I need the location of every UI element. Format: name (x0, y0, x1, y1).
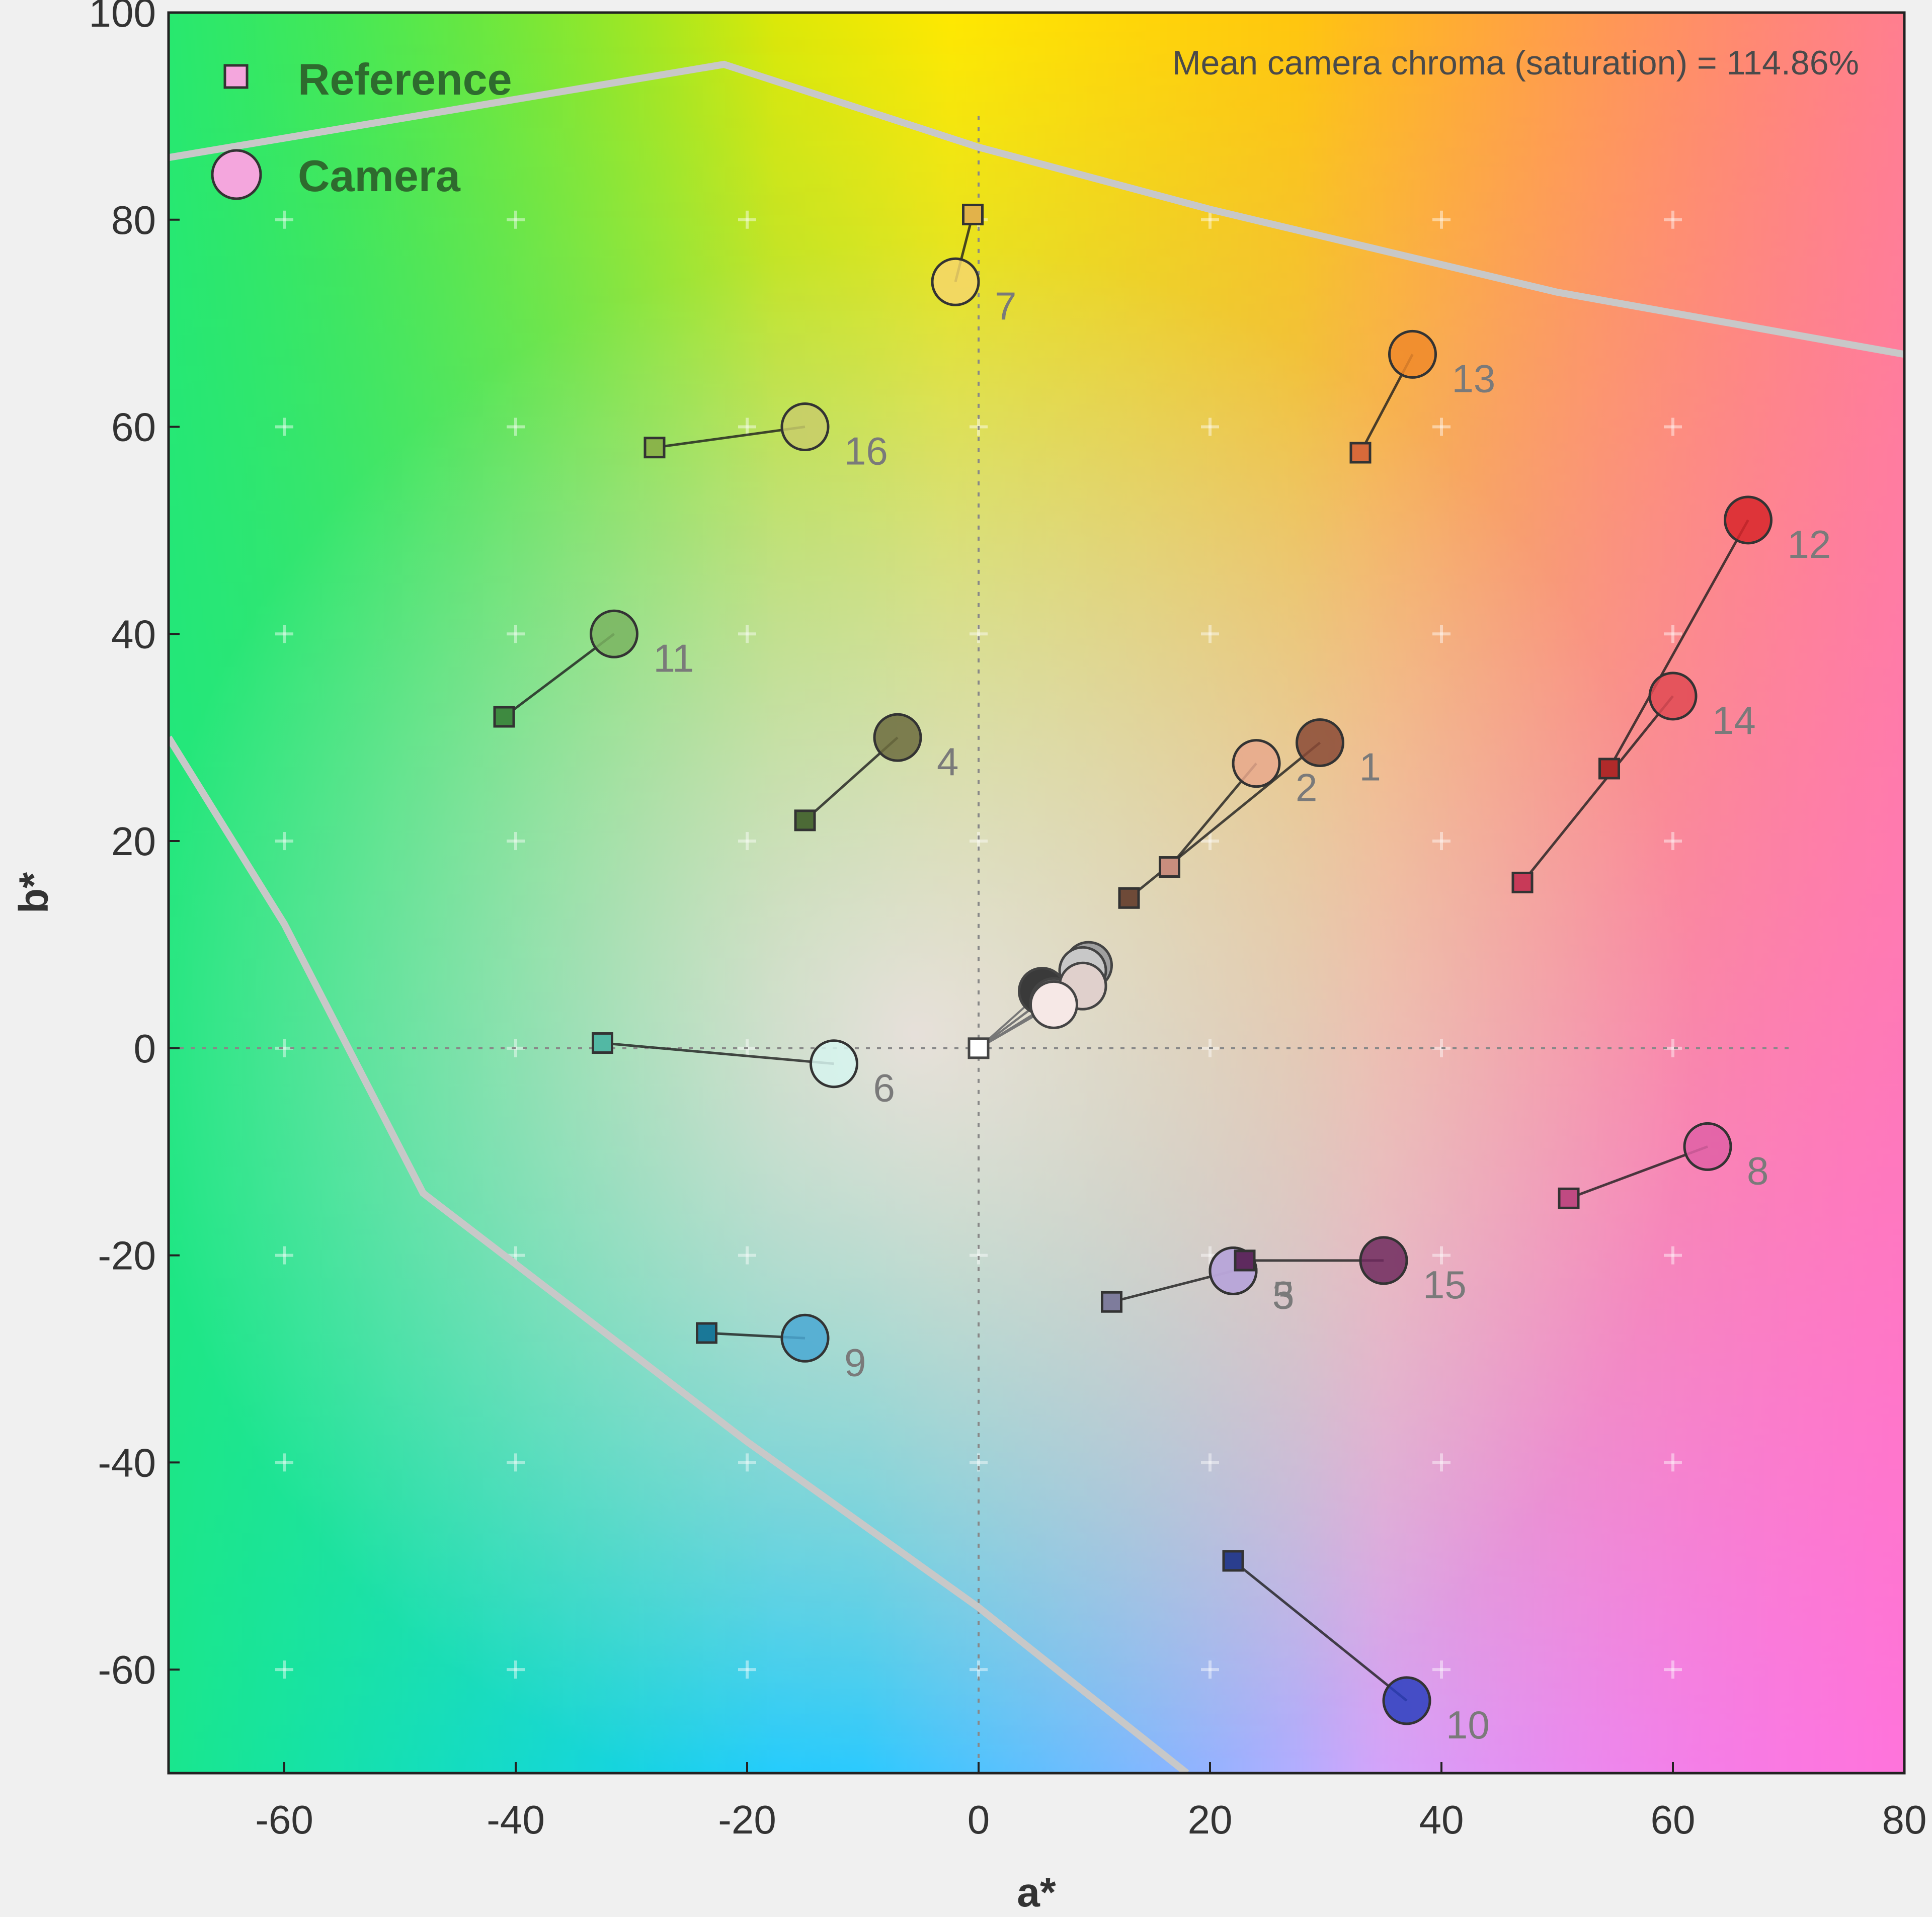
patch-10-reference-point (1222, 1550, 1244, 1572)
patch-6-reference-point (592, 1032, 613, 1054)
neutral-camera-point (1029, 980, 1078, 1029)
patch-1-camera-point (1296, 718, 1344, 767)
patch-3-reference-point (1101, 1291, 1122, 1313)
y-axis-label: b* (11, 872, 57, 913)
color-gradient-background (169, 13, 1904, 1773)
patch-9-camera-point (780, 1313, 830, 1363)
x-tick-label: 80 (1882, 1797, 1927, 1842)
y-axis-ticks: 100 80 60 40 20 0 -20 -40 -60 (89, 0, 180, 1692)
patch-11-reference-point (493, 706, 515, 728)
patch-9-label: 9 (844, 1340, 866, 1384)
x-tick-label: -40 (487, 1797, 545, 1842)
patch-13-reference-point (1349, 442, 1372, 464)
patch-8-camera-point (1683, 1122, 1732, 1171)
gamut-boundary (169, 60, 1904, 1773)
patch-2-camera-point (1232, 739, 1281, 788)
x-tick-label: 60 (1651, 1797, 1696, 1842)
patch-11-label: 11 (654, 636, 694, 680)
y-tick-label: 40 (111, 612, 156, 656)
patch-4-label: 4 (937, 739, 958, 784)
y-tick-label: 0 (134, 1026, 156, 1071)
patch-6-link (602, 1042, 834, 1065)
patch-4-reference-point (794, 809, 816, 831)
legend-reference-label: Reference (298, 54, 512, 104)
y-tick-label: -60 (98, 1647, 156, 1692)
y-tick-label: 60 (111, 405, 156, 450)
x-tick-label: -60 (255, 1797, 313, 1842)
legend: Reference Camera (211, 54, 512, 201)
patch-7-label: 7 (995, 284, 1016, 328)
patch-14-camera-point (1648, 672, 1698, 721)
patch-11-camera-point (590, 609, 638, 658)
x-tick-label: 20 (1188, 1797, 1233, 1842)
patch-12-reference-point (1598, 758, 1620, 780)
neutral-reference-point (968, 1037, 990, 1059)
patch-1-label: 1 (1359, 744, 1381, 789)
patch-16-label: 16 (844, 429, 888, 473)
patch-13-label: 13 (1452, 356, 1496, 400)
patch-13-camera-point (1388, 329, 1437, 379)
patch-8-label: 8 (1747, 1148, 1768, 1193)
y-tick-label: 20 (111, 819, 156, 864)
y-tick-label: -20 (98, 1233, 156, 1278)
patch-5-label: 5 (1272, 1273, 1294, 1317)
patch-14-label: 14 (1712, 698, 1756, 742)
patch-15-camera-point (1359, 1236, 1408, 1285)
legend-camera-label: Camera (298, 151, 461, 201)
patch-15-reference-point (1234, 1249, 1256, 1272)
legend-camera-marker (211, 149, 262, 200)
patch-16-link (654, 426, 806, 449)
x-axis-ticks: -60 -40 -20 0 20 40 60 80 (255, 1762, 1926, 1842)
patch-12-link (1608, 519, 1749, 770)
patch-6-camera-point (810, 1039, 858, 1089)
patch-10-camera-point (1382, 1676, 1431, 1725)
patch-4-camera-point (873, 713, 922, 762)
patch-6-label: 6 (873, 1066, 895, 1110)
patch-15-label: 15 (1423, 1263, 1467, 1307)
patch-7-reference-point (962, 203, 984, 225)
data-marks (493, 203, 1773, 1725)
patch-16-reference-point (643, 437, 666, 459)
x-tick-label: 0 (968, 1797, 990, 1842)
x-tick-label: 40 (1419, 1797, 1464, 1842)
x-axis-label: a* (1017, 1870, 1056, 1915)
patch-12-camera-point (1724, 495, 1773, 545)
patch-14-reference-point (1511, 871, 1534, 893)
patch-9-reference-point (696, 1322, 717, 1344)
patch-8-reference-point (1558, 1187, 1580, 1209)
plot-frame (167, 11, 1906, 1775)
patch-2-reference-point (1159, 856, 1180, 878)
gamut-boundary-lower (169, 735, 1189, 1773)
x-tick-label: -20 (718, 1797, 776, 1842)
patch-10-label: 10 (1446, 1703, 1490, 1747)
y-tick-label: 100 (89, 0, 156, 35)
y-tick-label: -40 (98, 1440, 156, 1485)
patch-12-label: 12 (1788, 522, 1831, 566)
patch-14-link (1521, 695, 1674, 883)
patch-8-link (1568, 1145, 1708, 1200)
patch-2-label: 2 (1296, 766, 1317, 810)
patch-3-label: 3 (1272, 1273, 1294, 1317)
chroma-annotation: Mean camera chroma (saturation) = 114.86… (1172, 44, 1859, 82)
patch-16-camera-point (780, 402, 830, 452)
y-tick-label: 80 (111, 198, 156, 242)
patch-10-link (1232, 1559, 1408, 1702)
gamut-boundary-upper (169, 60, 1904, 358)
bg-center-neutral (169, 13, 1904, 1773)
patch-7-camera-point (931, 257, 980, 306)
legend-reference-marker (223, 64, 249, 89)
patch-1-reference-point (1118, 887, 1140, 909)
